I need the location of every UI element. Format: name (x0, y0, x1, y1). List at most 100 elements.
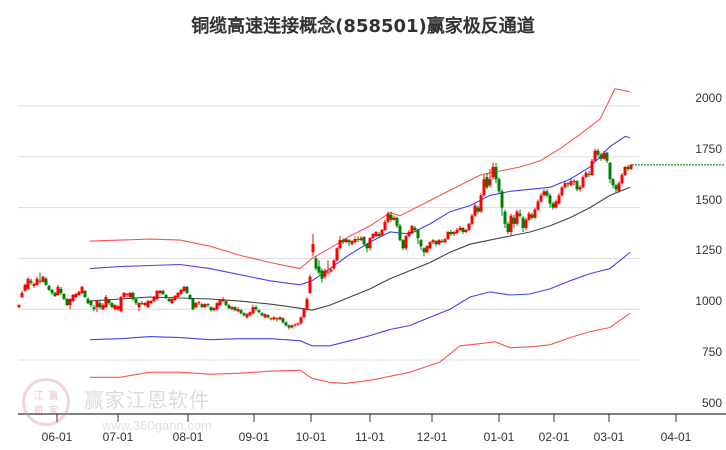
candle (446, 230, 450, 241)
candle (20, 290, 24, 299)
candle (257, 309, 261, 314)
candle (362, 236, 366, 246)
candle (503, 209, 507, 228)
candle (17, 304, 21, 309)
x-tick-label: 01-01 (483, 430, 515, 444)
candle (518, 209, 522, 218)
candle (368, 237, 372, 251)
candle (596, 148, 600, 157)
candle (89, 300, 93, 308)
candle (539, 193, 543, 203)
candle (212, 307, 216, 312)
candle (500, 189, 504, 216)
candle (512, 214, 516, 228)
candle (71, 293, 75, 303)
candle (233, 306, 237, 312)
upper-inner-band-line (89, 135, 631, 286)
candle (581, 175, 585, 189)
candle (575, 180, 579, 192)
candle (560, 186, 564, 197)
candle (476, 205, 480, 214)
candle (131, 291, 135, 302)
candle (557, 193, 561, 205)
x-tick-label: 03-01 (593, 430, 625, 444)
candle (554, 199, 558, 209)
candle (167, 298, 171, 303)
candle (143, 302, 147, 307)
band-lines (89, 88, 724, 384)
candle (440, 239, 444, 244)
candle (56, 284, 60, 296)
candle (452, 230, 456, 237)
candle (437, 239, 441, 246)
candle (239, 309, 243, 315)
candle (380, 228, 384, 237)
candle (125, 292, 129, 298)
candle (311, 234, 315, 257)
candle (44, 276, 48, 286)
candle (563, 181, 567, 189)
candle (392, 215, 396, 221)
candle (185, 285, 189, 294)
candle (236, 307, 240, 313)
candle (53, 291, 57, 298)
candle (155, 289, 159, 301)
candle (443, 238, 447, 244)
candle (467, 222, 471, 231)
candle (197, 301, 201, 306)
candle (119, 295, 123, 313)
candle (488, 168, 492, 188)
candle (248, 311, 252, 317)
candle (284, 321, 288, 327)
y-tick-label: 1500 (695, 192, 722, 207)
candle (536, 199, 540, 211)
candle (23, 283, 27, 292)
candle (47, 284, 51, 291)
candle (209, 306, 213, 312)
candle (590, 158, 594, 177)
candle (335, 247, 339, 262)
candle (317, 260, 321, 275)
candle (491, 162, 495, 180)
candle (206, 303, 210, 308)
candle (110, 302, 114, 309)
candle (506, 221, 510, 235)
candle (224, 300, 228, 307)
candlesticks (17, 148, 633, 330)
x-tick-label: 11-01 (355, 430, 385, 444)
x-tick-label: 06-01 (41, 430, 73, 444)
candle (221, 297, 225, 303)
candle (251, 305, 255, 315)
candle (182, 285, 186, 292)
candle (278, 316, 282, 321)
candle (470, 213, 474, 225)
candle (218, 299, 222, 307)
candle (173, 294, 177, 302)
candle (26, 277, 30, 290)
x-tick-label: 02-01 (538, 430, 570, 444)
candle (353, 237, 357, 244)
candle (521, 215, 525, 232)
candle (176, 291, 180, 299)
candle (626, 164, 630, 172)
candle (434, 240, 438, 247)
candle (242, 312, 246, 317)
candle (527, 211, 531, 221)
candle (416, 228, 420, 245)
lower-outer-band-line (90, 312, 631, 384)
candle (407, 229, 411, 238)
candle (59, 286, 63, 295)
candle (404, 235, 408, 251)
candle (134, 298, 138, 306)
candle (230, 306, 234, 311)
candle (578, 185, 582, 192)
candle (428, 241, 432, 250)
candle (254, 305, 258, 312)
candle (614, 184, 618, 194)
candle (332, 259, 336, 270)
lower-inner-band-line (89, 251, 631, 347)
candle (281, 317, 285, 324)
candle (50, 288, 54, 295)
candle (356, 236, 360, 243)
candle (497, 177, 501, 194)
